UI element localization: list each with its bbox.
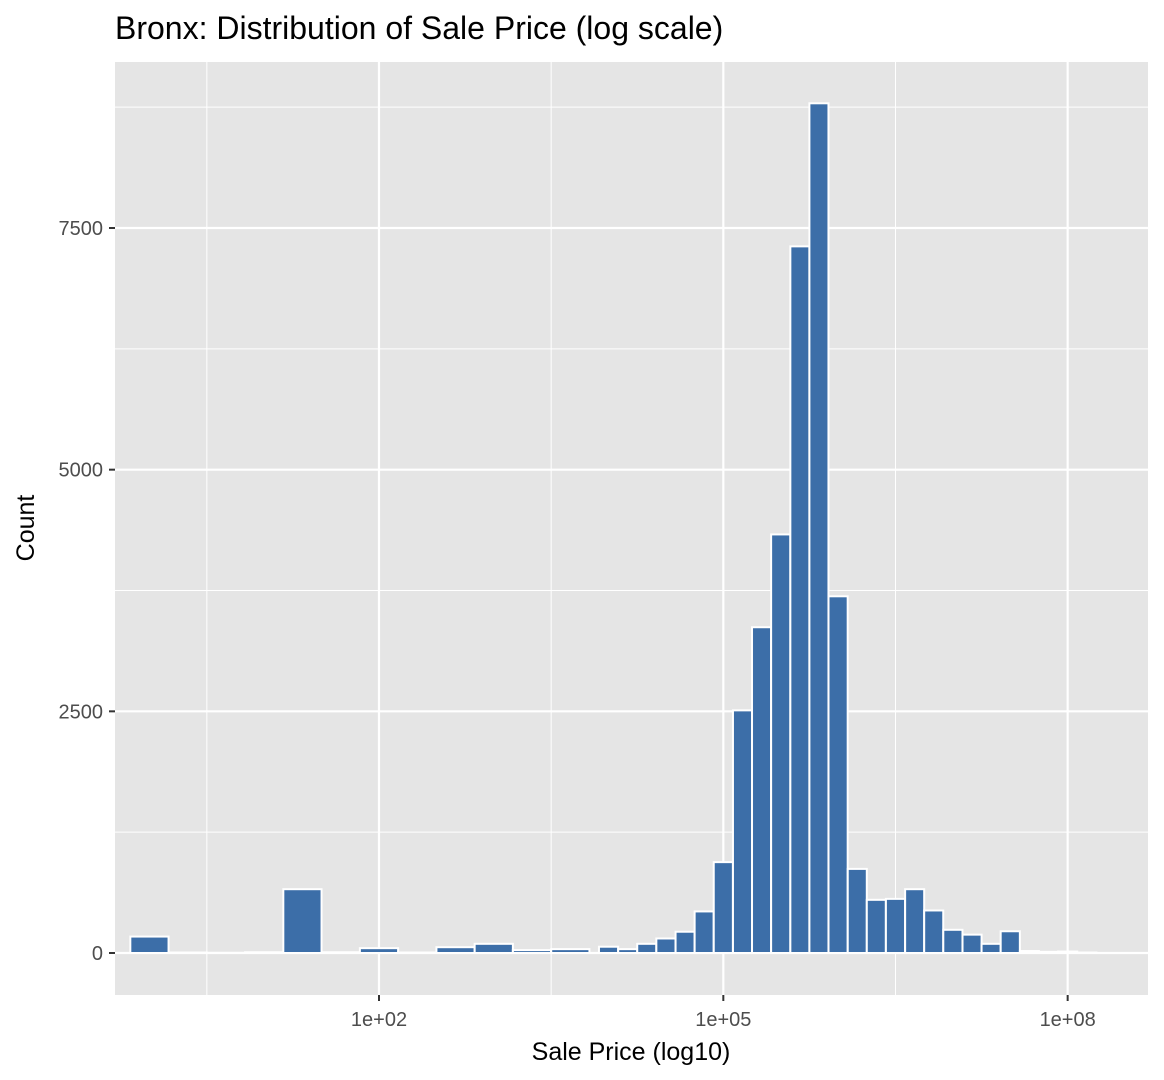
histogram-bar xyxy=(244,951,285,955)
histogram-bars xyxy=(129,102,1098,955)
histogram-bar xyxy=(636,942,658,954)
histogram-bar xyxy=(884,897,907,954)
histogram-bar xyxy=(827,595,849,954)
histogram-bar xyxy=(617,948,639,955)
x-tick-label: 1e+02 xyxy=(351,1009,407,1031)
histogram-bar xyxy=(846,867,868,955)
y-axis: 0 2500 5000 7500 xyxy=(59,218,115,965)
x-tick-label: 1e+05 xyxy=(695,1009,751,1031)
histogram-bar xyxy=(1037,950,1060,955)
histogram-bar xyxy=(751,626,773,954)
histogram-bar xyxy=(923,909,945,955)
histogram-bar xyxy=(129,935,170,954)
histogram-bar xyxy=(511,949,553,954)
histogram-bar xyxy=(473,942,514,954)
histogram-bar xyxy=(1057,950,1079,954)
histogram-bar xyxy=(865,898,887,954)
x-axis-title: Sale Price (log10) xyxy=(532,1038,731,1066)
histogram-bar xyxy=(282,888,323,955)
histogram-bar xyxy=(999,930,1021,954)
histogram-bar xyxy=(942,928,964,954)
histogram-bar xyxy=(808,102,830,955)
histogram-bar xyxy=(550,948,591,955)
minor-grid xyxy=(115,62,1148,995)
y-tick-label: 0 xyxy=(92,943,103,965)
histogram-bar xyxy=(693,910,715,955)
y-tick-label: 7500 xyxy=(59,218,104,240)
histogram-bar xyxy=(961,933,983,955)
histogram-bar xyxy=(358,947,400,955)
histogram-bar xyxy=(712,861,734,955)
histogram-bar xyxy=(731,709,754,954)
y-tick-label: 2500 xyxy=(59,701,104,723)
x-axis: 1e+02 1e+05 1e+08 xyxy=(351,995,1096,1031)
y-tick-label: 5000 xyxy=(59,460,104,482)
chart-title: Bronx: Distribution of Sale Price (log s… xyxy=(115,10,724,46)
x-tick-label: 1e+08 xyxy=(1040,1009,1096,1031)
histogram-bar xyxy=(770,533,792,955)
histogram-bar xyxy=(320,951,361,955)
histogram-bar xyxy=(597,945,620,955)
plot-panel xyxy=(115,62,1148,995)
histogram-bar xyxy=(1018,950,1040,954)
histogram-bar xyxy=(789,245,811,955)
histogram-bar xyxy=(904,888,926,955)
y-axis-title: Count xyxy=(12,495,40,562)
histogram-bar xyxy=(674,930,696,955)
histogram-bar xyxy=(655,937,677,954)
histogram-bar xyxy=(435,946,476,955)
histogram-bar xyxy=(980,942,1002,954)
